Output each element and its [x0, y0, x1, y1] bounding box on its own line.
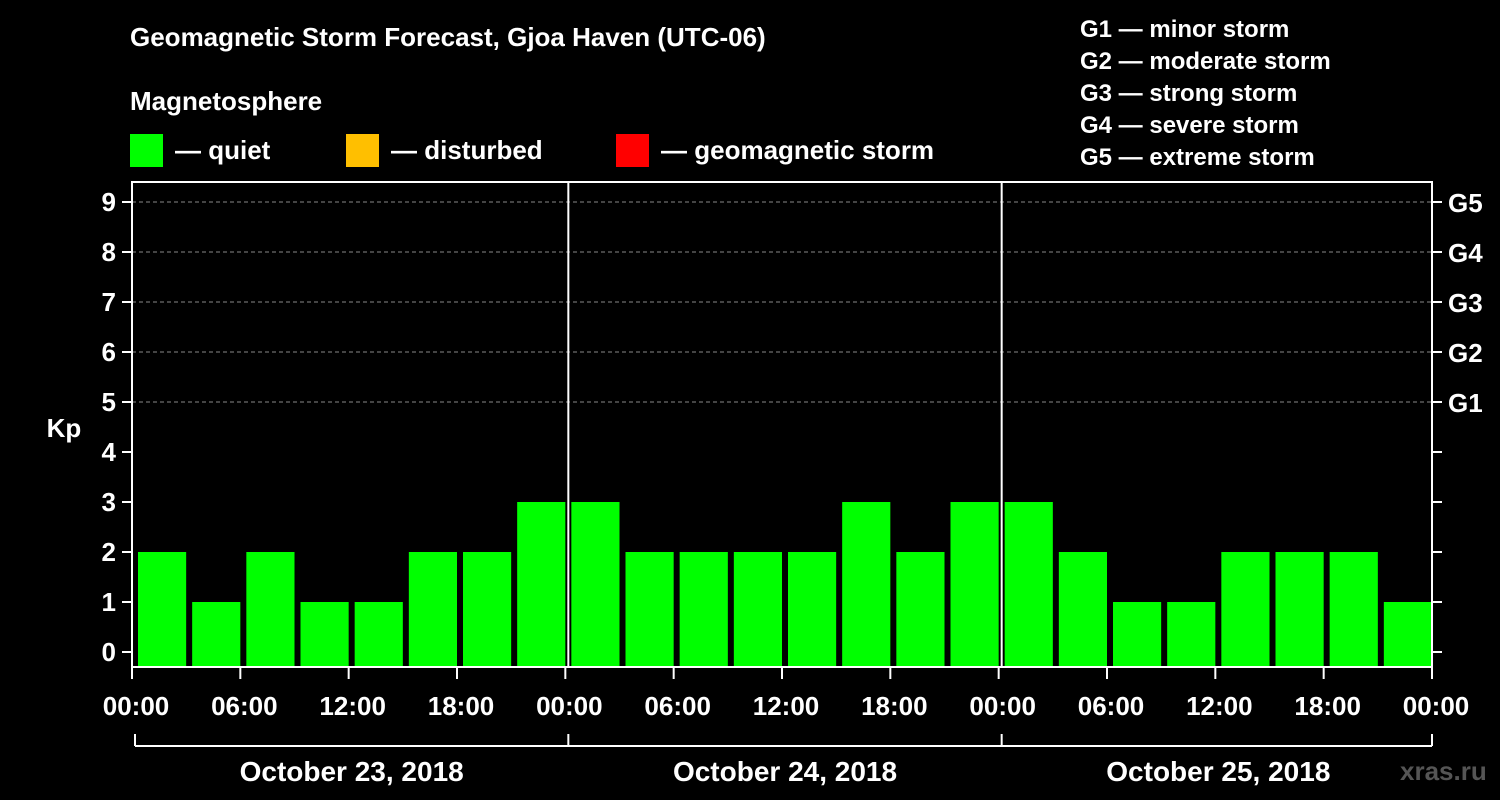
kp-bar [463, 552, 512, 667]
kp-bar [1329, 552, 1378, 667]
chart-title: Geomagnetic Storm Forecast, Gjoa Haven (… [130, 22, 766, 52]
x-tick-label: 00:00 [1403, 691, 1470, 721]
kp-bar [733, 552, 782, 667]
x-tick-label: 18:00 [428, 691, 495, 721]
kp-bar [138, 552, 187, 667]
x-tick-label: 00:00 [103, 691, 170, 721]
y-tick-label: 9 [102, 187, 116, 217]
kp-bar [517, 502, 566, 667]
g-scale-legend: G1 — minor storm G2 — moderate storm G3 … [1080, 14, 1331, 174]
kp-bar [1383, 602, 1432, 667]
kp-bar [1167, 602, 1216, 667]
y-tick-label: 2 [102, 537, 116, 567]
kp-bar [950, 502, 999, 667]
kp-bar [571, 502, 620, 667]
g-legend-g1: G1 — minor storm [1080, 16, 1290, 43]
g-level-label: G2 [1448, 338, 1483, 368]
y-tick-label: 4 [102, 437, 117, 467]
g-level-label: G1 [1448, 388, 1483, 418]
kp-bar [192, 602, 241, 667]
x-tick-label: 12:00 [1186, 691, 1253, 721]
g-level-label: G4 [1448, 238, 1483, 268]
g-legend-g3: G3 — strong storm [1080, 80, 1298, 107]
magnetosphere-label: Magnetosphere [130, 86, 323, 116]
g-level-label: G3 [1448, 288, 1483, 318]
legend-item-disturbed: — disturbed [346, 134, 543, 167]
kp-bar [300, 602, 349, 667]
legend-swatch-quiet [130, 134, 163, 167]
x-tick-label: 12:00 [319, 691, 386, 721]
day-label: October 23, 2018 [240, 756, 464, 787]
legend-swatch-disturbed [346, 134, 379, 167]
kp-bar [1275, 552, 1324, 667]
x-tick-label: 00:00 [969, 691, 1036, 721]
y-axis-label: Kp [47, 413, 82, 443]
kp-bar [246, 552, 295, 667]
x-tick-label: 06:00 [644, 691, 711, 721]
kp-bar [408, 552, 457, 667]
x-tick-label: 18:00 [861, 691, 928, 721]
day-label: October 25, 2018 [1106, 756, 1330, 787]
kp-bar [1058, 552, 1107, 667]
y-tick-label: 3 [102, 487, 116, 517]
g-legend-g4: G4 — severe storm [1080, 112, 1299, 139]
y-tick-label: 8 [102, 237, 116, 267]
y-tick-label: 5 [102, 387, 116, 417]
kp-bar [1113, 602, 1162, 667]
x-tick-label: 12:00 [753, 691, 820, 721]
legend-item-quiet: — quiet [130, 134, 270, 167]
g-legend-g5: G5 — extreme storm [1080, 144, 1315, 171]
legend-label-quiet: — quiet [175, 135, 271, 165]
legend-item-storm: — geomagnetic storm [616, 134, 934, 167]
y-tick-label: 0 [102, 637, 116, 667]
g-legend-g2: G2 — moderate storm [1080, 48, 1331, 75]
day-label: October 24, 2018 [673, 756, 897, 787]
kp-bar [354, 602, 403, 667]
x-tick-label: 00:00 [536, 691, 603, 721]
legend-label-disturbed: — disturbed [391, 135, 543, 165]
legend-label-storm: — geomagnetic storm [661, 135, 935, 165]
y-tick-label: 6 [102, 337, 116, 367]
x-tick-label: 18:00 [1294, 691, 1361, 721]
kp-bar [842, 502, 891, 667]
x-tick-label: 06:00 [211, 691, 278, 721]
kp-bar [625, 552, 674, 667]
g-level-label: G5 [1448, 188, 1483, 218]
y-tick-label: 1 [102, 587, 116, 617]
kp-bar [788, 552, 837, 667]
kp-bar [896, 552, 945, 667]
watermark: xras.ru [1400, 756, 1487, 786]
legend-swatch-storm [616, 134, 649, 167]
kp-bar [1221, 552, 1270, 667]
kp-bar [1004, 502, 1053, 667]
x-tick-label: 06:00 [1078, 691, 1145, 721]
kp-bar [679, 552, 728, 667]
y-tick-label: 7 [102, 287, 116, 317]
